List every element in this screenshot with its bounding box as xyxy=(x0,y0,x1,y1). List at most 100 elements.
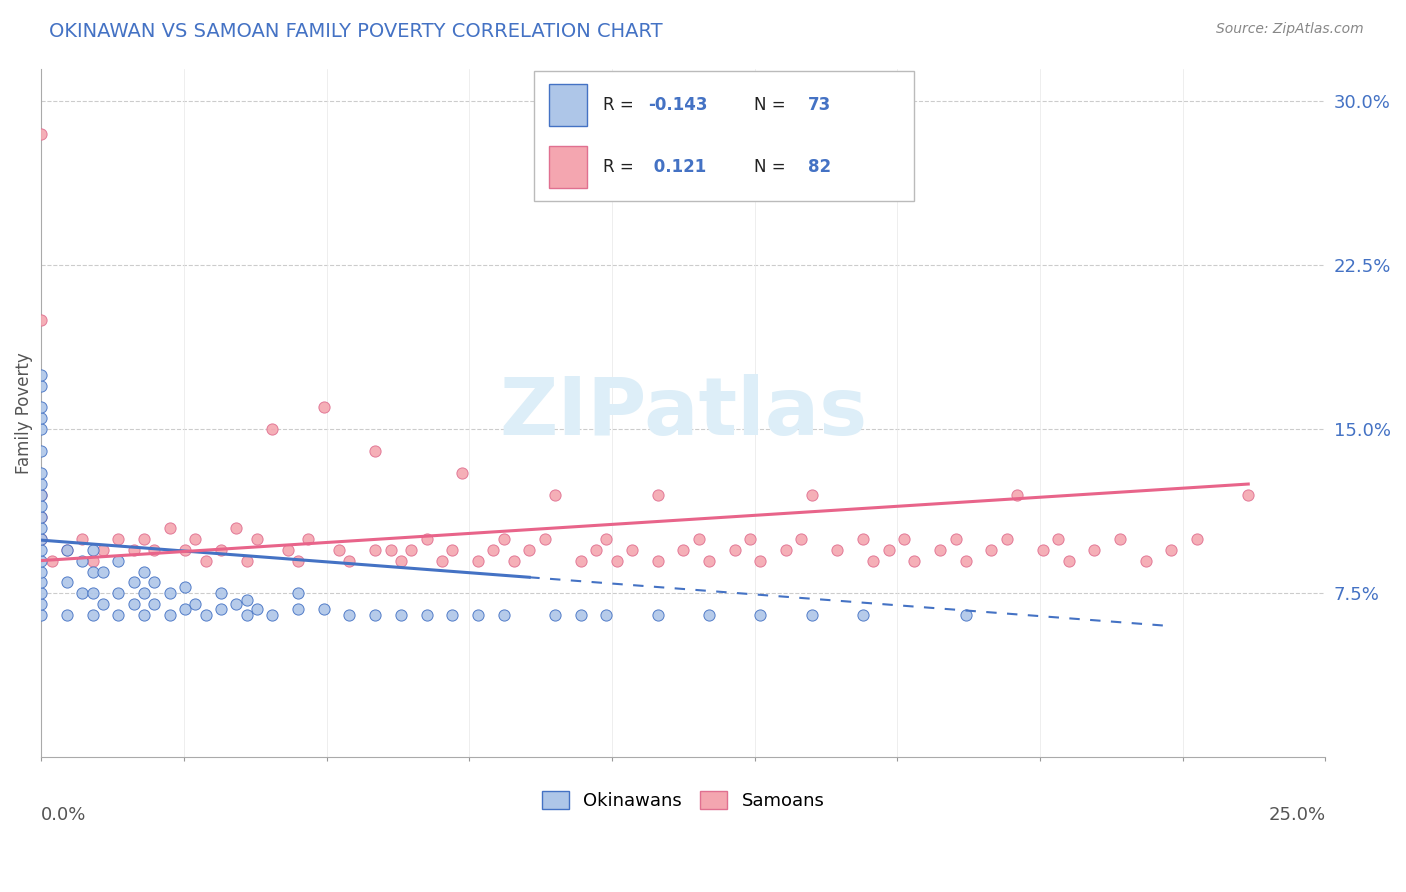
Point xyxy=(72,586,94,600)
Point xyxy=(246,532,269,546)
Point xyxy=(1005,488,1028,502)
Point xyxy=(929,542,952,557)
Text: OKINAWAN VS SAMOAN FAMILY POVERTY CORRELATION CHART: OKINAWAN VS SAMOAN FAMILY POVERTY CORREL… xyxy=(49,22,662,41)
Point xyxy=(1237,488,1260,502)
Point xyxy=(945,532,967,546)
Point xyxy=(749,608,772,623)
Point xyxy=(492,532,515,546)
Point xyxy=(30,575,52,590)
Point xyxy=(143,542,166,557)
Point xyxy=(790,532,813,546)
Point xyxy=(41,553,63,567)
Point xyxy=(339,553,361,567)
Point xyxy=(30,477,52,491)
Point xyxy=(955,608,977,623)
Point xyxy=(492,608,515,623)
Point xyxy=(862,553,884,567)
Point xyxy=(30,521,52,535)
Point xyxy=(1083,542,1105,557)
Point xyxy=(544,488,567,502)
Point xyxy=(620,542,643,557)
Text: 73: 73 xyxy=(807,96,831,114)
Point xyxy=(209,601,232,615)
Point xyxy=(143,597,166,611)
Point xyxy=(82,586,104,600)
Point xyxy=(1108,532,1130,546)
Point xyxy=(389,553,412,567)
Point xyxy=(893,532,915,546)
Point xyxy=(107,553,129,567)
Point xyxy=(56,542,79,557)
Point xyxy=(399,542,422,557)
Point xyxy=(30,401,52,415)
Text: -0.143: -0.143 xyxy=(648,96,707,114)
Point xyxy=(585,542,607,557)
Point xyxy=(364,608,387,623)
Point xyxy=(569,553,592,567)
Point xyxy=(517,542,540,557)
Point xyxy=(184,532,207,546)
Legend: Okinawans, Samoans: Okinawans, Samoans xyxy=(534,783,832,817)
Point xyxy=(30,597,52,611)
Point xyxy=(132,586,155,600)
Text: 25.0%: 25.0% xyxy=(1268,805,1326,823)
Point xyxy=(225,597,247,611)
Point xyxy=(159,586,181,600)
Point xyxy=(569,608,592,623)
Point xyxy=(30,532,52,546)
Point xyxy=(30,378,52,392)
Point xyxy=(91,565,114,579)
Point xyxy=(800,608,823,623)
Point xyxy=(132,565,155,579)
Point xyxy=(236,608,259,623)
Point xyxy=(174,601,197,615)
Point xyxy=(800,488,823,502)
Point xyxy=(688,532,710,546)
Point xyxy=(56,608,79,623)
Point xyxy=(82,565,104,579)
Text: N =: N = xyxy=(755,158,792,176)
Point xyxy=(225,521,247,535)
Point xyxy=(441,608,464,623)
Point xyxy=(209,542,232,557)
Text: 82: 82 xyxy=(807,158,831,176)
Point xyxy=(184,597,207,611)
Text: R =: R = xyxy=(603,158,638,176)
Point xyxy=(980,542,1002,557)
Point xyxy=(903,553,925,567)
Point xyxy=(82,608,104,623)
Text: R =: R = xyxy=(603,96,638,114)
Point xyxy=(30,488,52,502)
Text: ZIPatlas: ZIPatlas xyxy=(499,374,868,452)
Point xyxy=(122,575,145,590)
Point xyxy=(415,532,437,546)
Point xyxy=(30,127,52,141)
Point xyxy=(30,499,52,513)
Point xyxy=(647,608,669,623)
Text: 0.121: 0.121 xyxy=(648,158,706,176)
Point xyxy=(995,532,1018,546)
Point xyxy=(672,542,695,557)
Point xyxy=(697,553,720,567)
Point xyxy=(389,608,412,623)
Point xyxy=(852,532,875,546)
Point xyxy=(82,542,104,557)
Point xyxy=(467,608,489,623)
Point xyxy=(30,488,52,502)
Point xyxy=(236,593,259,607)
Point xyxy=(451,466,474,480)
Point xyxy=(852,608,875,623)
Point xyxy=(30,542,52,557)
Point xyxy=(30,586,52,600)
Text: Source: ZipAtlas.com: Source: ZipAtlas.com xyxy=(1216,22,1364,37)
Point xyxy=(132,608,155,623)
Point xyxy=(415,608,437,623)
Point xyxy=(30,509,52,524)
Point xyxy=(647,553,669,567)
Point xyxy=(877,542,900,557)
Point xyxy=(209,586,232,600)
Point xyxy=(775,542,797,557)
Point xyxy=(174,542,197,557)
Point xyxy=(30,532,52,546)
Point xyxy=(364,542,387,557)
